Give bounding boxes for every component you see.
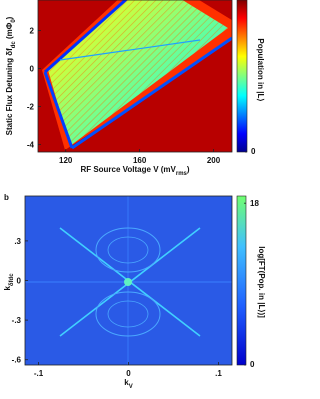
figure: 120 160 200 2 0 -2 -4 0 RF Source Voltage V (mVr… bbox=[3, 0, 266, 390]
heatmap-image bbox=[38, 0, 232, 152]
colorbar-tick-label: 0 bbox=[251, 147, 256, 156]
y-axis-label: Static Flux Detuning δfdc (mΦ0) bbox=[5, 16, 17, 135]
x-axis-label-part: rms bbox=[176, 171, 188, 177]
x-tick-label: 0 bbox=[126, 369, 131, 378]
y-axis-label-part: k bbox=[3, 286, 12, 291]
x-tick-label: 120 bbox=[59, 156, 73, 165]
y-axis-label-part: (mΦ bbox=[5, 22, 14, 41]
y-axis-label-part: δfdc bbox=[9, 273, 15, 286]
x-tick-label: 160 bbox=[133, 156, 147, 165]
heatmap-image bbox=[25, 196, 232, 365]
y-axis-label-part: ) bbox=[5, 16, 14, 19]
x-axis-label-part: k bbox=[124, 378, 129, 387]
y-axis-label-part: dc bbox=[11, 41, 17, 49]
y-tick-label: 0 bbox=[17, 277, 22, 286]
y-axis-label-part: 0 bbox=[11, 19, 17, 23]
y-tick-label: .3 bbox=[14, 237, 21, 246]
x-tick-label: 200 bbox=[207, 156, 221, 165]
colorbar-tick-label: 0 bbox=[250, 360, 255, 369]
y-axis-label-part: Static Flux Detuning δf bbox=[5, 48, 14, 135]
y-tick-label: -2 bbox=[27, 102, 35, 111]
x-tick-label: .1 bbox=[215, 369, 222, 378]
y-axis-label: kδfdc bbox=[3, 273, 15, 291]
panel-label: b bbox=[4, 193, 9, 202]
y-tick-label: 0 bbox=[30, 64, 35, 73]
colorbar bbox=[236, 0, 248, 153]
colorbar-tick-label: 18 bbox=[250, 199, 259, 208]
y-tick-label: -4 bbox=[27, 140, 35, 149]
colorbar-label: Population in |L⟩ bbox=[256, 38, 265, 101]
x-axis-label-part: V bbox=[129, 384, 133, 390]
x-tick-label: -.1 bbox=[34, 369, 44, 378]
x-axis-label: kV bbox=[124, 378, 132, 390]
colorbar bbox=[236, 195, 247, 366]
colorbar-label: log[FT(Pop. in |L⟩)] bbox=[257, 246, 266, 318]
x-axis-label-part: ) bbox=[187, 165, 190, 174]
y-tick-label: -.6 bbox=[12, 356, 22, 365]
y-tick-label: 2 bbox=[30, 26, 35, 35]
plot-frame bbox=[37, 0, 233, 153]
x-axis-label: RF Source Voltage V (mVrms) bbox=[80, 165, 189, 177]
x-axis-label-part: RF Source Voltage V (mV bbox=[80, 165, 176, 174]
y-tick-label: -.3 bbox=[12, 316, 22, 325]
